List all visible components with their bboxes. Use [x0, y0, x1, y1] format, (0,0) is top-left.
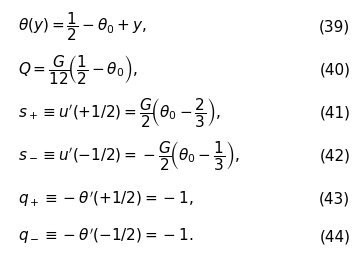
Text: (40): (40) — [319, 62, 350, 77]
Text: $q_- \equiv -\theta'(-1/2) = -1.$: $q_- \equiv -\theta'(-1/2) = -1.$ — [18, 227, 194, 246]
Text: (39): (39) — [319, 19, 350, 34]
Text: $s_+ \equiv u'(+1/2) = \dfrac{G}{2}\!\left(\theta_0 - \dfrac{2}{3}\right),$: $s_+ \equiv u'(+1/2) = \dfrac{G}{2}\!\le… — [18, 96, 221, 129]
Text: (44): (44) — [319, 229, 350, 244]
Text: $Q = \dfrac{G}{12}\!\left(\dfrac{1}{2} - \theta_0\right),$: $Q = \dfrac{G}{12}\!\left(\dfrac{1}{2} -… — [18, 53, 138, 86]
Text: $s_- \equiv u'(-1/2) = -\dfrac{G}{2}\!\left(\theta_0 - \dfrac{1}{3}\right),$: $s_- \equiv u'(-1/2) = -\dfrac{G}{2}\!\l… — [18, 139, 240, 172]
Text: (43): (43) — [319, 191, 350, 206]
Text: $\theta(y) = \dfrac{1}{2} - \theta_0 + y,$: $\theta(y) = \dfrac{1}{2} - \theta_0 + y… — [18, 10, 147, 43]
Text: (42): (42) — [319, 148, 350, 163]
Text: (41): (41) — [319, 105, 350, 120]
Text: $q_+ \equiv -\theta'(+1/2) = -1,$: $q_+ \equiv -\theta'(+1/2) = -1,$ — [18, 189, 194, 209]
